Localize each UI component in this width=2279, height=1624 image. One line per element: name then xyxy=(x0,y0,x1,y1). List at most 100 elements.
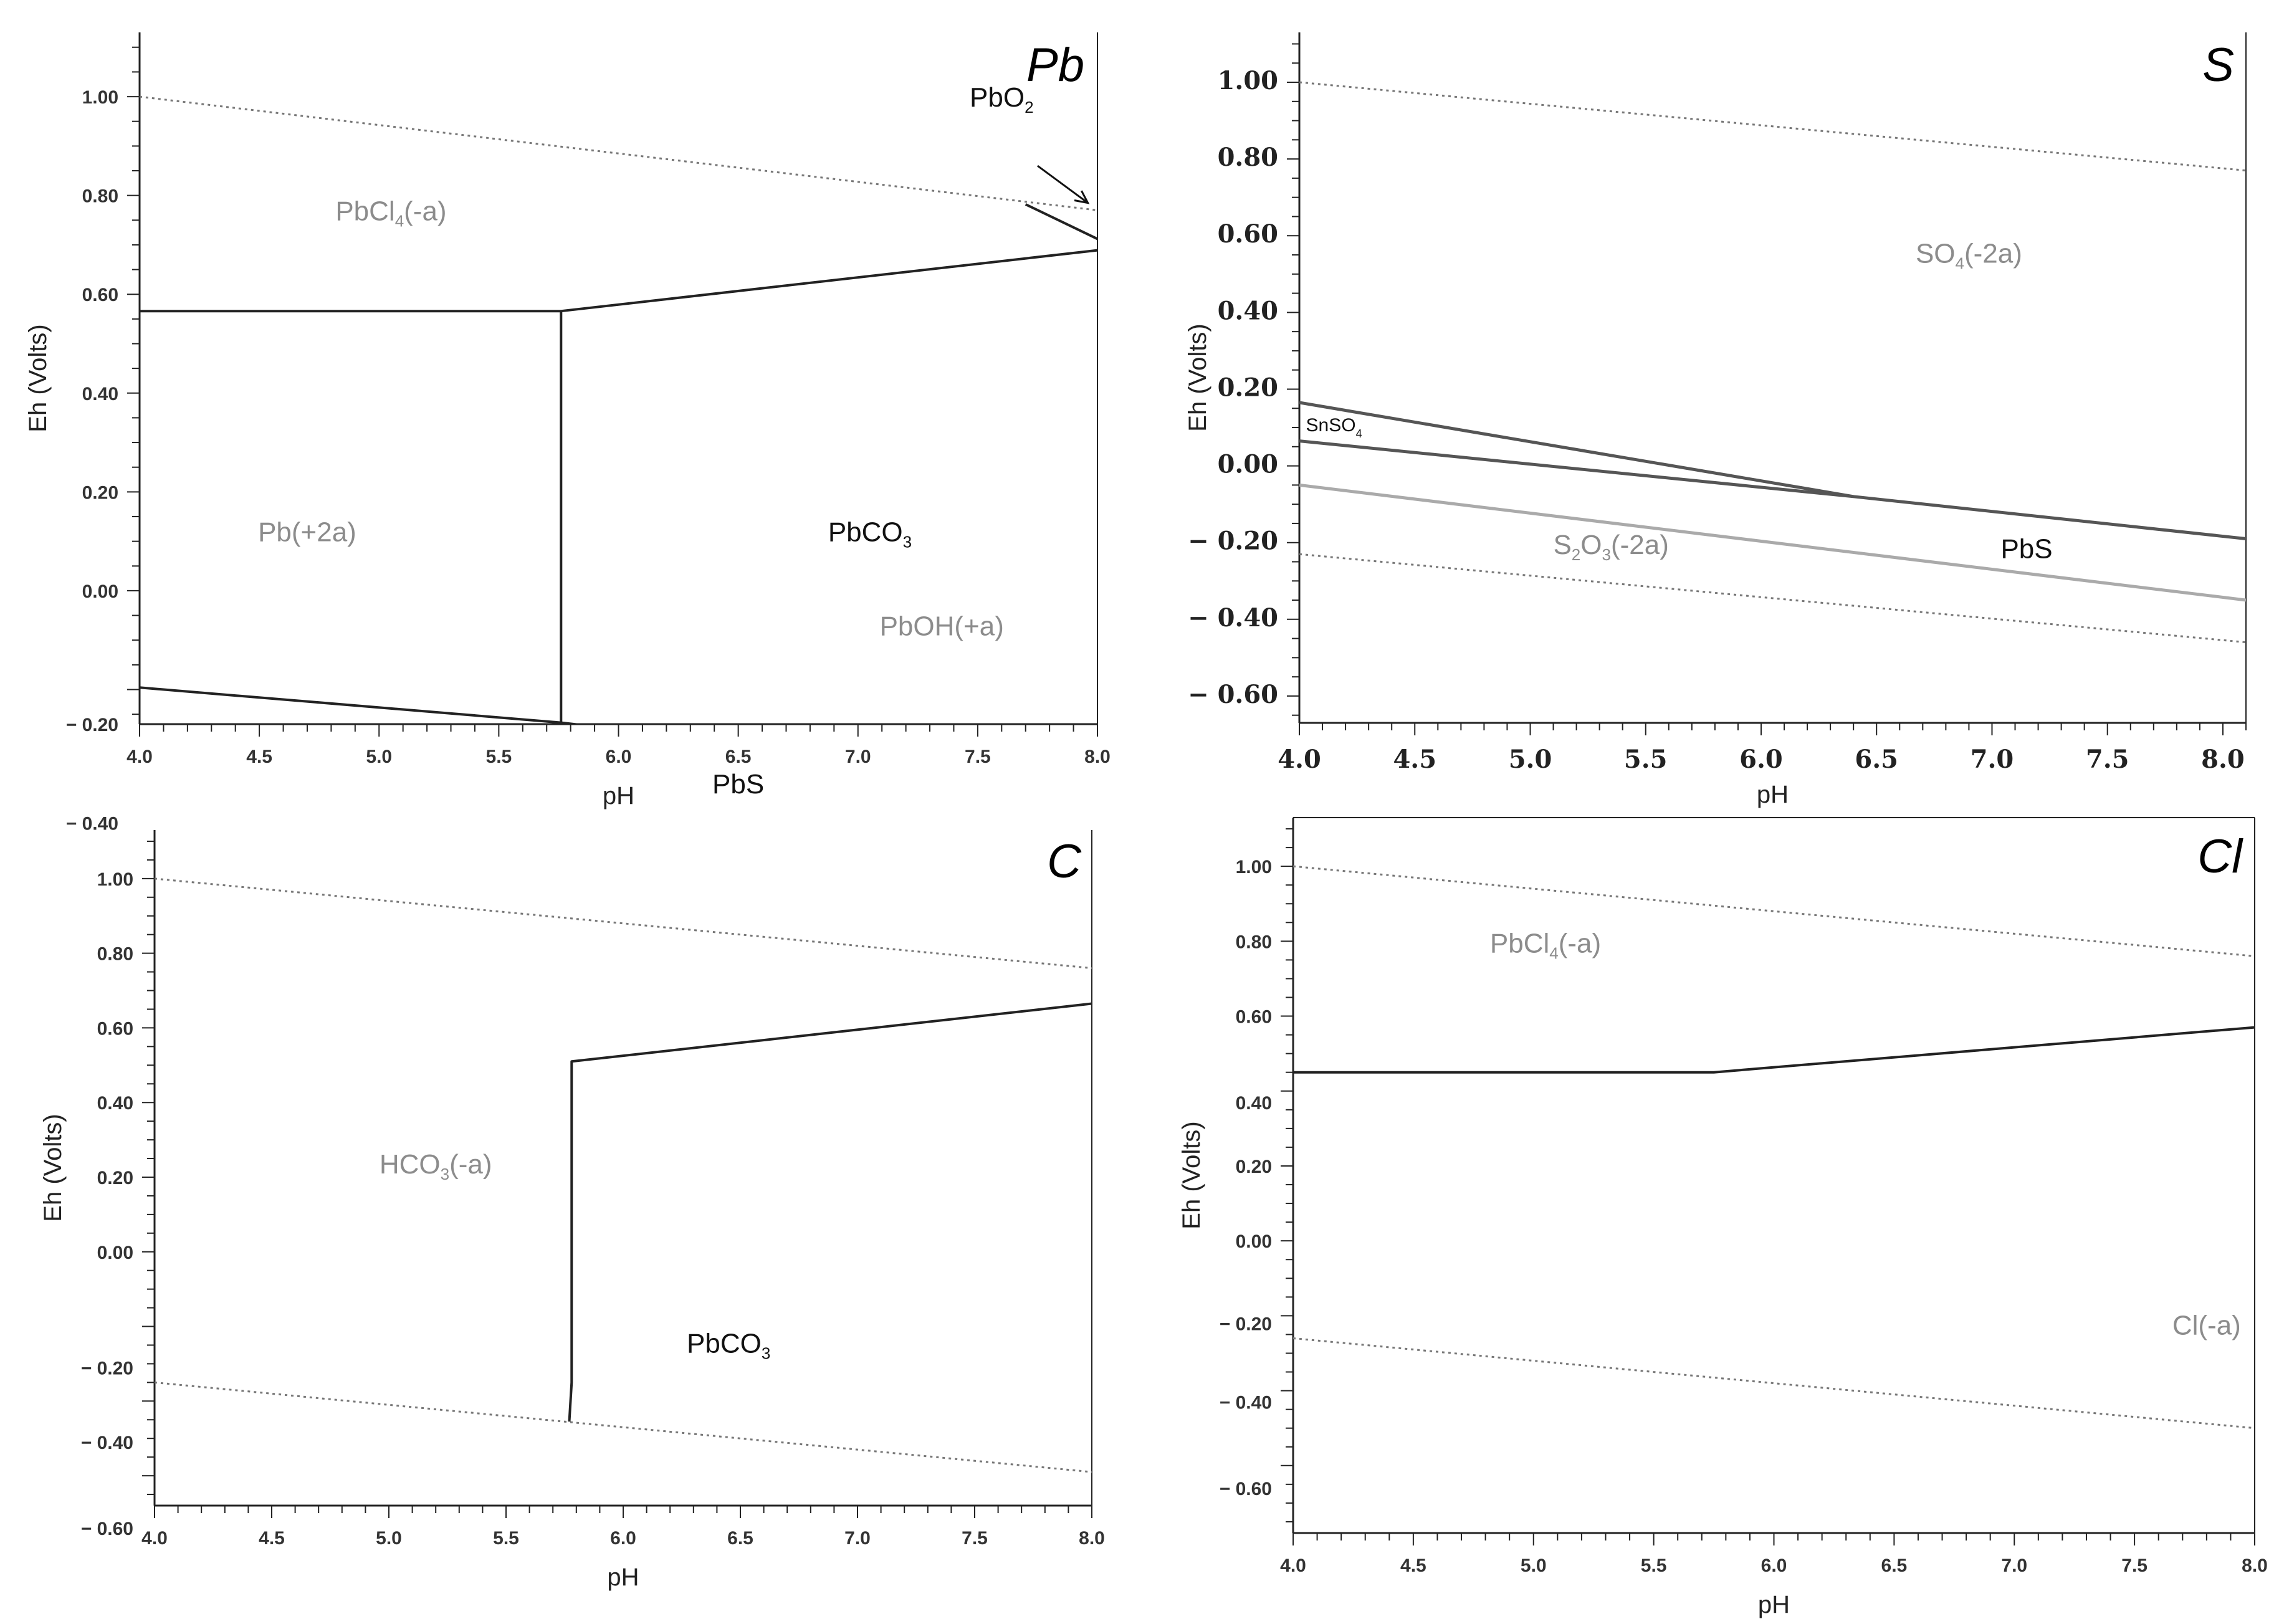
x-tick-label: 8.0 xyxy=(2201,745,2245,774)
y-tick-label: − 0.40 xyxy=(66,814,118,834)
y-tick-label: 0.00 xyxy=(97,1243,133,1263)
x-tick-label: 7.0 xyxy=(2001,1555,2027,1576)
x-tick-label: 6.0 xyxy=(610,1528,636,1549)
boundaries xyxy=(155,877,1092,1473)
region-label-subscript: 2 xyxy=(1572,545,1580,564)
x-tick-label: 7.0 xyxy=(844,1528,871,1549)
y-tick-label: 0.40 xyxy=(1218,296,1278,325)
x-tick-label: 7.0 xyxy=(1971,745,2014,774)
region-label-subscript: 3 xyxy=(903,533,912,552)
x-tick-label: 4.5 xyxy=(1393,745,1436,774)
phase-boundary-line xyxy=(1025,203,1097,241)
x-tick-label: 8.0 xyxy=(2242,1555,2268,1576)
y-tick-label: − 0.60 xyxy=(1220,1479,1272,1499)
region-label-subscript: 3 xyxy=(762,1344,770,1362)
region-label: HCO3(-a) xyxy=(380,1149,492,1183)
panel-element-label: Cl xyxy=(2197,830,2243,883)
y-tick-label: − 0.40 xyxy=(81,1433,133,1453)
y-tick-label: − 0.20 xyxy=(66,715,118,735)
x-tick-label: 6.5 xyxy=(1855,745,1898,774)
x-tick-label: 6.5 xyxy=(1881,1555,1908,1576)
y-tick-label: 0.20 xyxy=(97,1168,133,1188)
y-tick-label: 0.80 xyxy=(82,186,118,207)
y-tick-label: 0.60 xyxy=(1218,219,1278,249)
y-tick-label: 0.00 xyxy=(1236,1231,1272,1252)
panel-s: 4.0 4.5 5.0 5.5 6.0 6.5 7.0 7.5 8.0 1.00 0.80 0.60 0… xyxy=(1184,32,2247,808)
boundaries xyxy=(1299,81,2246,644)
y-tick-label: 0.20 xyxy=(1236,1157,1272,1177)
water-stability-line xyxy=(155,1381,1092,1473)
water-stability-line xyxy=(1293,865,2255,957)
x-axis-title: pH xyxy=(1758,1591,1790,1618)
y-tick-label: − 0.60 xyxy=(81,1519,133,1539)
region-label-main: PbCO xyxy=(828,517,903,548)
y-tick-label: 0.80 xyxy=(1218,143,1278,172)
region-label-suffix: (-a) xyxy=(449,1149,492,1180)
x-axis-title: pH xyxy=(607,1564,639,1591)
y-tick-label: 0.40 xyxy=(97,1093,133,1114)
region-label: Cl(-a) xyxy=(2172,1310,2241,1340)
region-label-suffix: (-2a) xyxy=(1611,530,1669,560)
region-label-main: PbCl xyxy=(1490,928,1549,958)
region-label-suffix: O xyxy=(1580,530,1602,560)
region-label: PbS xyxy=(2000,533,2052,564)
phase-boundary-line xyxy=(1299,439,1854,499)
region-label: PbO2 xyxy=(970,82,1034,117)
region-label-subscript: 3 xyxy=(1602,545,1611,564)
region-label-main: Pb(+2a) xyxy=(258,517,356,548)
x-tick-label: 7.5 xyxy=(962,1528,988,1549)
y-tick-label: 0.20 xyxy=(82,482,118,503)
water-stability-line xyxy=(140,95,1097,211)
y-tick-label: 1.00 xyxy=(1236,857,1272,877)
y-tick-label: − 0.60 xyxy=(1188,680,1278,709)
region-label-main: S xyxy=(1553,530,1571,560)
region-label: Pb(+2a) xyxy=(258,517,356,548)
region-label-main: SO xyxy=(1916,238,1956,269)
y-tick-label: 0.40 xyxy=(82,384,118,404)
y-tick-label: 0.60 xyxy=(1236,1007,1272,1028)
water-stability-line xyxy=(1299,553,2246,644)
region-label: SO4(-2a) xyxy=(1916,238,2022,272)
x-tick-label: 5.0 xyxy=(1509,745,1552,774)
region-label-suffix: (-2a) xyxy=(1964,238,2022,269)
y-axis-title: Eh (Volts) xyxy=(1184,323,1211,431)
y-tick-label: 0.00 xyxy=(1218,450,1278,479)
region-label: S2O3(-2a) xyxy=(1553,530,1668,564)
phase-boundary-line xyxy=(1299,401,2246,540)
y-tick-label: − 0.20 xyxy=(1188,527,1278,556)
region-label-main: SnSO xyxy=(1306,415,1356,436)
x-tick-label: 4.0 xyxy=(127,747,153,767)
region-label: PbCl4(-a) xyxy=(1490,928,1601,962)
region-label-subscript: 4 xyxy=(1356,427,1362,440)
y-tick-label: − 0.40 xyxy=(1188,603,1278,633)
phase-boundary-line xyxy=(140,686,585,724)
x-tick-label: 5.5 xyxy=(493,1528,519,1549)
y-tick-label: 0.80 xyxy=(97,944,133,965)
boundaries xyxy=(1293,865,2255,1430)
x-tick-label: 7.5 xyxy=(2086,745,2129,774)
x-tick-label: 7.0 xyxy=(845,747,871,767)
y-axis-title: Eh (Volts) xyxy=(39,1114,67,1221)
y-tick-label: − 0.20 xyxy=(81,1358,133,1378)
region-label: PbS xyxy=(712,769,764,800)
x-tick-label: 5.0 xyxy=(1521,1555,1547,1576)
annotation-arrowhead xyxy=(1074,190,1090,204)
region-label-main: Cl(-a) xyxy=(2172,1310,2241,1340)
phase-boundary-line xyxy=(568,1002,1092,1422)
panel-cl: 4.0 4.5 5.0 5.5 6.0 6.5 7.0 7.5 8.0 1.00 0.80 0.60 0… xyxy=(1178,817,2268,1618)
x-tick-label: 8.0 xyxy=(1084,747,1111,767)
y-tick-label: 0.60 xyxy=(97,1018,133,1039)
region-label-main: HCO xyxy=(380,1149,441,1180)
x-tick-label: 4.5 xyxy=(1400,1555,1426,1576)
region-label-subscript: 2 xyxy=(1025,98,1033,117)
y-tick-label: 0.40 xyxy=(1236,1093,1272,1114)
panel-element-label: C xyxy=(1047,835,1082,888)
x-tick-label: 4.5 xyxy=(259,1528,285,1549)
y-tick-label: 1.00 xyxy=(82,87,118,108)
y-tick-label: 0.20 xyxy=(1218,373,1278,402)
x-tick-label: 6.0 xyxy=(1761,1555,1787,1576)
x-tick-label: 6.0 xyxy=(606,747,632,767)
y-tick-label: 1.00 xyxy=(1218,66,1278,95)
boundaries xyxy=(140,95,1097,724)
